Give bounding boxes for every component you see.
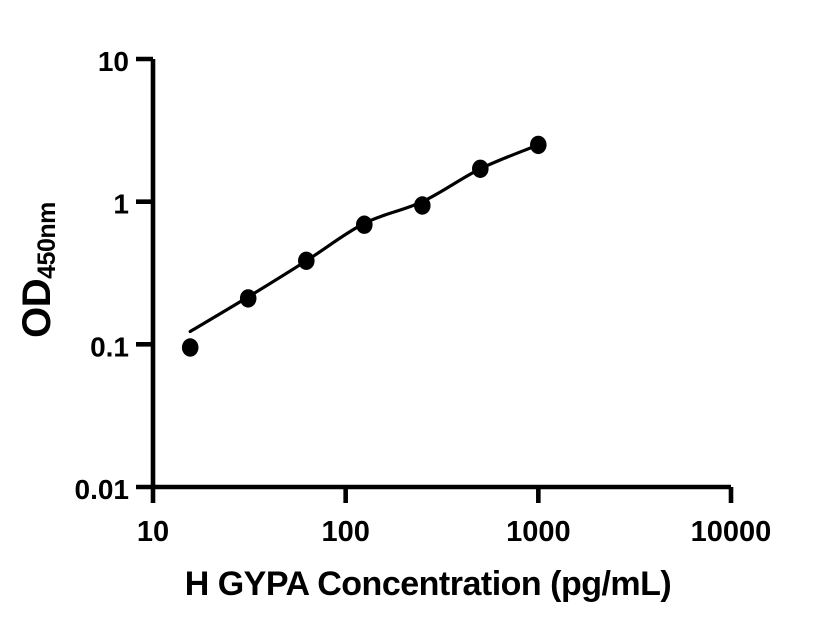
y-tick-label: 0.1	[90, 331, 129, 362]
x-tick-label: 100	[321, 516, 369, 548]
y-tick-label: 1	[113, 189, 129, 220]
axis-frame	[150, 59, 731, 490]
data-point-marker	[472, 159, 489, 178]
data-point-marker	[530, 135, 547, 155]
y-axis-title-main: OD	[15, 278, 59, 338]
y-axis-title-subscript: 450nm	[33, 202, 61, 279]
x-tick-label: 10000	[691, 516, 772, 548]
data-point-marker	[414, 196, 431, 215]
data-point-marker	[239, 289, 257, 308]
y-tick-label: 0.01	[75, 474, 130, 505]
data-point-marker	[356, 215, 373, 234]
x-tick-label: 10	[137, 516, 169, 548]
x-tick-label: 1000	[506, 516, 571, 548]
x-axis-title: H GYPA Concentration (pg/mL)	[184, 565, 672, 603]
data-point-marker	[298, 251, 315, 270]
y-axis-title: OD 450nm	[15, 120, 71, 420]
data-point-marker	[181, 338, 199, 357]
y-tick-label: 10	[98, 46, 129, 77]
